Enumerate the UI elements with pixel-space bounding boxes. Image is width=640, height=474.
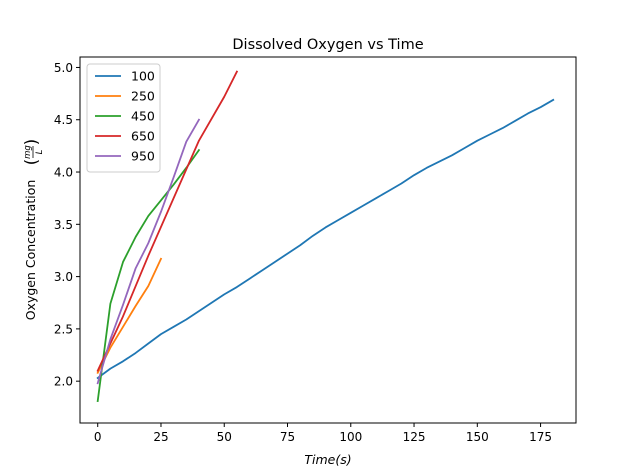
x-axis: 0 25 50 75 100 125 150 175 [94, 423, 552, 444]
y-axis-unit-close-paren: ) [22, 139, 42, 146]
series-line-650 [96, 70, 239, 372]
x-tick-label: 125 [403, 430, 426, 444]
y-tick-label: 4.5 [54, 113, 73, 127]
y-tick-label: 3.5 [54, 218, 73, 232]
chart-title: Dissolved Oxygen vs Time [232, 37, 423, 53]
plot-frame [79, 56, 577, 424]
y-axis-unit-open-paren: ( [22, 159, 42, 166]
legend-entry-100: 100 [95, 69, 155, 84]
y-tick-label: 2.0 [54, 375, 73, 389]
x-tick-label: 0 [94, 430, 102, 444]
x-tick-label: 75 [280, 430, 295, 444]
legend-entry-450: 450 [95, 109, 155, 124]
x-axis-label: Time(s) [304, 452, 351, 467]
legend-label: 650 [131, 129, 155, 144]
legend-label: 950 [131, 149, 155, 164]
y-axis: 2.0 2.5 3.0 3.5 4.0 4.5 5.0 [54, 61, 80, 389]
series-line-250 [96, 257, 163, 375]
y-axis-unit-denominator: L [35, 149, 45, 154]
series-line-100 [96, 98, 555, 380]
y-axis-label-text: Oxygen Concentration [23, 180, 38, 321]
series-line-950 [96, 118, 201, 385]
legend-entry-250: 250 [95, 89, 155, 104]
legend-label: 250 [131, 89, 155, 104]
legend-label: 100 [131, 69, 155, 84]
x-tick-label: 150 [466, 430, 489, 444]
x-tick-label: 100 [339, 430, 362, 444]
x-tick-label: 175 [529, 430, 552, 444]
legend-entry-650: 650 [95, 129, 155, 144]
y-tick-label: 5.0 [54, 61, 73, 75]
y-tick-label: 3.0 [54, 270, 73, 284]
y-axis-label: Oxygen Concentration ( mg L ) [22, 139, 45, 321]
legend-entry-950: 950 [95, 149, 155, 164]
y-axis-unit-numerator: mg [23, 145, 33, 159]
legend-label: 450 [131, 109, 155, 124]
x-tick-label: 50 [217, 430, 232, 444]
y-tick-label: 4.0 [54, 166, 73, 180]
legend-box [86, 63, 161, 173]
legend: 100 250 450 650 950 [86, 63, 161, 173]
x-tick-label: 25 [153, 430, 168, 444]
plot-lines [96, 70, 555, 403]
y-tick-label: 2.5 [54, 322, 73, 336]
series-line-450 [96, 148, 201, 403]
